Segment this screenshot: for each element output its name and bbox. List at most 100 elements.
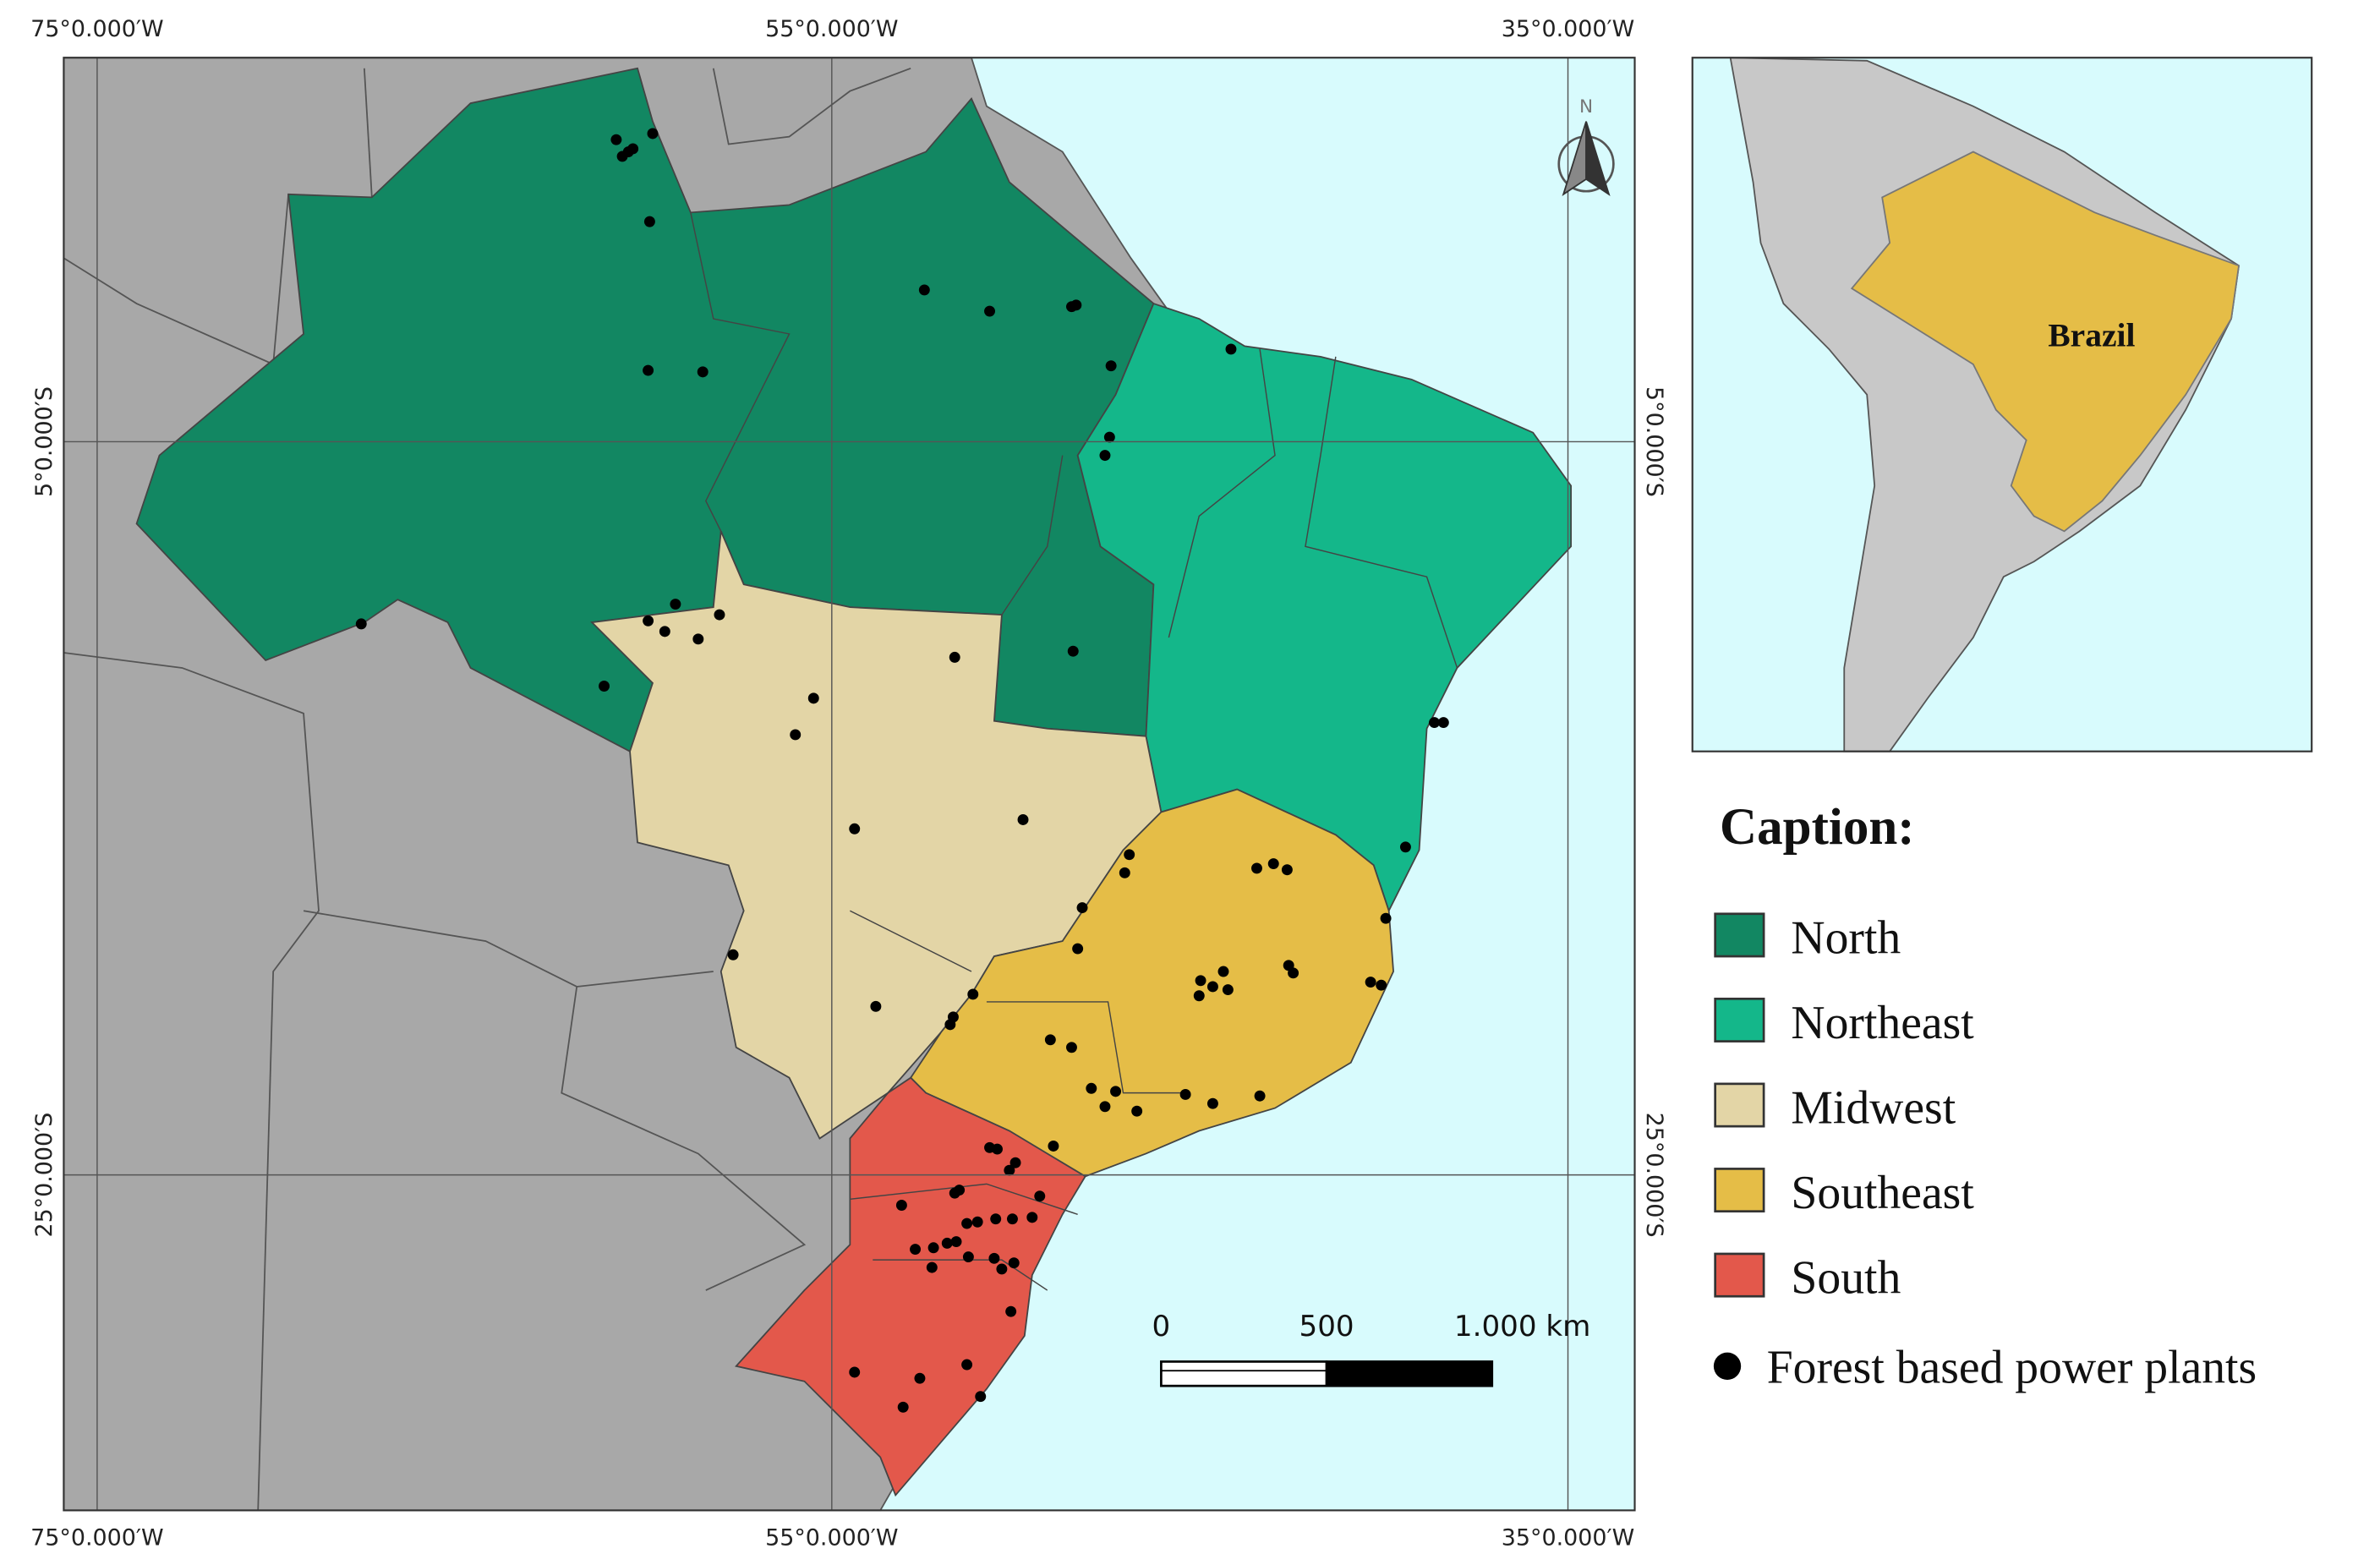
caption: Caption: Forest based power plants North… [1713, 799, 2257, 1394]
power-plant [918, 284, 930, 296]
power-plant [927, 1242, 939, 1254]
graticule [63, 57, 1635, 1511]
power-plant [1017, 814, 1029, 825]
legend-label: Midwest [1791, 1082, 1956, 1135]
inset-label: Brazil [2048, 316, 2135, 353]
coord-label: 55°0.000′W [765, 16, 898, 42]
legend-label: North [1791, 911, 1901, 964]
power-plant [988, 1252, 1000, 1264]
power-plant [1206, 1097, 1218, 1109]
scale-label: 0 [1152, 1310, 1171, 1343]
power-plant [1429, 717, 1441, 729]
scale-label: 1.000 km [1454, 1310, 1590, 1343]
power-plant [975, 1391, 987, 1403]
region-northeast [1076, 302, 1573, 913]
power-plant [790, 729, 802, 741]
power-plant [1076, 902, 1088, 914]
power-plant [990, 1213, 1002, 1225]
power-plant [1034, 1190, 1046, 1202]
power-plant [1225, 343, 1237, 355]
power-plant [1131, 1105, 1143, 1117]
power-plant [714, 609, 725, 621]
power-plant [1099, 1101, 1111, 1113]
power-plant [697, 366, 709, 378]
power-plant [895, 1200, 907, 1211]
power-plant [1267, 858, 1279, 870]
power-plant [1099, 450, 1111, 462]
legend-label: Northeast [1791, 997, 1974, 1049]
power-plant [1006, 1213, 1018, 1225]
power-plant [1222, 984, 1234, 996]
power-plant [949, 1187, 960, 1199]
coord-label: 25°0.000′S [1641, 1113, 1667, 1238]
power-plant [967, 988, 979, 1000]
power-plant [1376, 979, 1387, 991]
power-plant [914, 1372, 926, 1384]
legend-swatch [1714, 1168, 1765, 1213]
country-borders [63, 67, 911, 1511]
power-plant [1005, 1305, 1017, 1317]
power-plant [670, 599, 681, 610]
power-plant [355, 618, 367, 630]
power-plant [1399, 841, 1411, 853]
power-plant [1086, 1082, 1097, 1094]
power-plant [926, 1261, 938, 1273]
map-frame [63, 57, 1636, 1512]
power-plant [610, 134, 622, 145]
power-plant [944, 1019, 956, 1031]
power-plant [1179, 1088, 1191, 1100]
power-plant [807, 692, 819, 704]
legend-swatch [1714, 997, 1765, 1042]
caption-title: Caption: [1720, 799, 1915, 856]
power-plant [849, 1366, 861, 1378]
power-plant [849, 823, 861, 834]
power-plant [897, 1401, 909, 1413]
power-plant [1281, 864, 1293, 876]
power-plant [599, 681, 610, 692]
power-plant [950, 1236, 962, 1248]
north-label: N [1579, 96, 1593, 118]
power-plant [643, 364, 654, 376]
main-map: 75°0.000′W 55°0.000′W 35°0.000′W 75°0.00… [30, 16, 1667, 1551]
state-borders [690, 212, 1458, 1291]
power-plant [1110, 1086, 1121, 1097]
power-plant [1288, 967, 1299, 979]
power-plant [1193, 990, 1205, 1002]
power-plant [961, 1218, 973, 1229]
power-plant [1070, 299, 1082, 311]
coord-label: 75°0.000′W [30, 1525, 163, 1551]
coord-label: 75°0.000′W [30, 16, 163, 42]
region-south [735, 1076, 1086, 1497]
legend-point-symbol [1713, 1352, 1742, 1380]
coord-label: 55°0.000′W [765, 1525, 898, 1551]
coord-label: 25°0.000′S [31, 1113, 57, 1238]
power-plant [1067, 645, 1079, 657]
power-plant [1119, 867, 1130, 878]
power-plant [962, 1251, 974, 1263]
power-plant [1048, 1141, 1059, 1152]
power-plant [1437, 717, 1449, 729]
power-plant [971, 1216, 983, 1228]
power-plant [1124, 849, 1135, 861]
power-plant [1217, 966, 1229, 977]
power-plant [1206, 981, 1218, 993]
legend-label: Southeast [1791, 1167, 1974, 1219]
legend-swatch [1714, 1252, 1765, 1298]
scale-bar: 0 500 1.000 km [1152, 1310, 1590, 1387]
power-plant [949, 651, 960, 663]
power-plant [992, 1143, 1003, 1155]
north-arrow: N [1557, 96, 1615, 196]
power-plant [1251, 862, 1262, 874]
power-plant [1009, 1157, 1021, 1168]
power-plant [910, 1244, 922, 1256]
power-plant [1195, 975, 1206, 987]
power-plant [727, 949, 739, 960]
power-plant [1254, 1090, 1266, 1102]
power-plant [1008, 1257, 1020, 1269]
power-plant [941, 1237, 953, 1249]
coord-label: 35°0.000′W [1502, 16, 1634, 42]
power-plant [659, 626, 670, 637]
power-plant [647, 128, 659, 140]
power-plant [984, 305, 995, 317]
coord-label: 5°0.000′S [31, 386, 57, 497]
